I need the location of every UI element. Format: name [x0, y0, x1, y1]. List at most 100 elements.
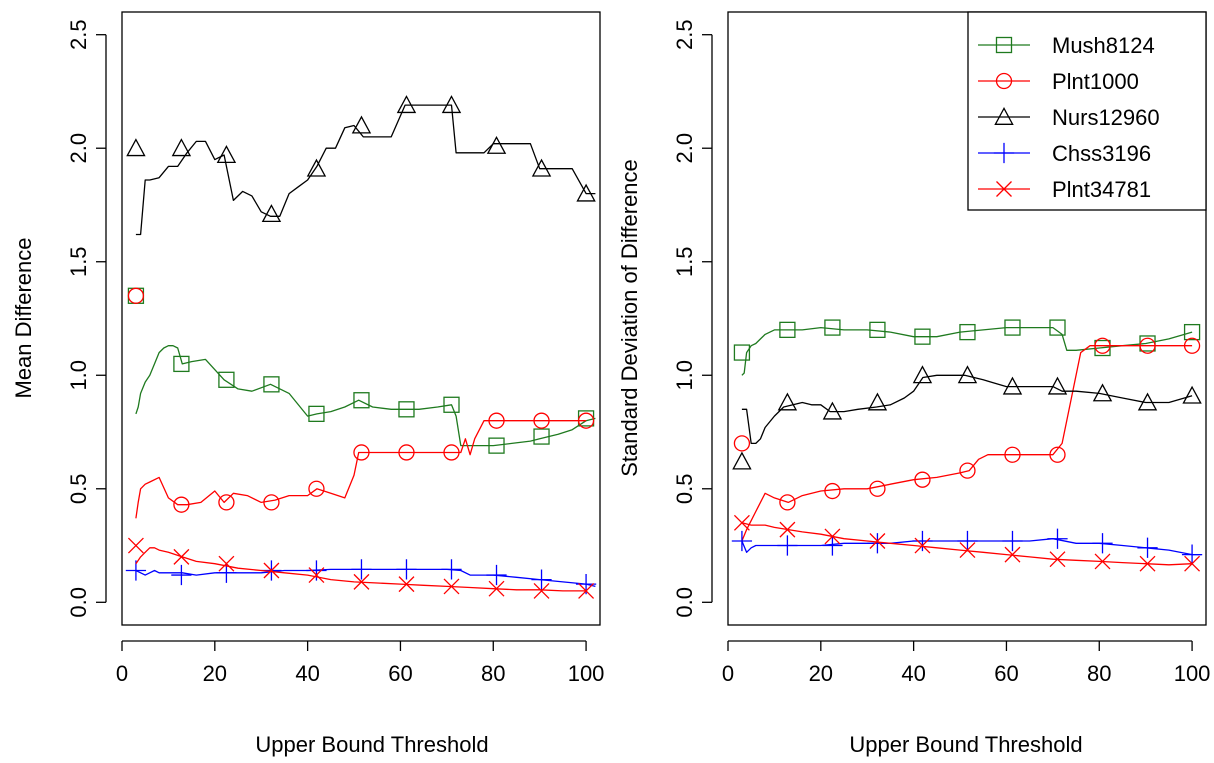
data-point-plnt34781	[308, 567, 325, 584]
data-point-nurs12960	[576, 183, 596, 202]
data-point-plnt1000	[488, 412, 505, 429]
data-point-plnt34781	[173, 548, 190, 565]
y-tick-label: 0.5	[672, 473, 697, 504]
series-plnt34781	[733, 514, 1201, 572]
data-point-plnt1000	[263, 494, 280, 511]
data-point-plnt1000	[533, 412, 550, 429]
legend-label: Nurs12960	[1052, 105, 1160, 130]
data-point-mush8124	[869, 321, 886, 339]
data-point-mush8124	[218, 371, 235, 388]
data-point-chss3196	[777, 535, 798, 556]
data-point-nurs12960	[957, 365, 978, 384]
data-point-mush8124	[824, 319, 841, 336]
series-line-plnt34781	[741, 522, 1193, 566]
data-point-nurs12960	[396, 95, 417, 114]
series-plnt1000	[733, 337, 1201, 542]
data-point-plnt34781	[824, 528, 841, 545]
x-axis-title: Upper Bound Threshold	[849, 732, 1082, 757]
y-axis-title: Standard Deviation of Difference	[617, 159, 642, 477]
data-point-mush8124	[488, 437, 505, 454]
x-tick-label: 0	[116, 661, 128, 686]
data-point-plnt34781	[398, 576, 415, 593]
data-point-mush8124	[914, 328, 931, 345]
data-point-plnt1000	[733, 435, 751, 452]
data-point-chss3196	[912, 530, 933, 552]
data-point-plnt34781	[914, 537, 931, 554]
data-point-chss3196	[1137, 537, 1158, 558]
data-point-plnt1000	[308, 480, 325, 497]
x-axis: 0 20 40 60 80 100	[116, 640, 604, 686]
series-line-plnt1000	[741, 345, 1193, 542]
series-nurs12960	[732, 365, 1202, 470]
data-point-plnt34781	[263, 562, 280, 579]
data-point-nurs12960	[1047, 376, 1068, 395]
data-point-nurs12960	[486, 135, 507, 154]
data-point-mush8124	[1049, 319, 1066, 336]
series-chss3196	[125, 559, 597, 595]
series-plnt1000	[127, 287, 595, 519]
legend-marker	[995, 72, 1013, 90]
y-tick-label: 0.0	[672, 587, 697, 618]
data-point-chss3196	[1181, 544, 1203, 565]
data-point-mush8124	[533, 428, 550, 445]
data-point-mush8124	[1004, 319, 1021, 336]
x-tick-label: 100	[1174, 661, 1211, 686]
data-point-chss3196	[486, 564, 507, 586]
data-point-plnt1000	[1183, 337, 1201, 354]
data-point-nurs12960	[1137, 392, 1158, 411]
data-point-plnt34781	[959, 542, 976, 559]
legend-label: Plnt34781	[1052, 177, 1151, 202]
data-point-nurs12960	[441, 95, 462, 114]
y-tick-label: 1.0	[66, 360, 91, 391]
data-point-mush8124	[1183, 323, 1201, 341]
x-tick-label: 0	[722, 661, 734, 686]
y-tick-label: 2.0	[66, 133, 91, 164]
series-line-plnt1000	[135, 420, 587, 519]
data-point-chss3196	[171, 564, 192, 586]
data-point-nurs12960	[306, 158, 327, 177]
x-tick-label: 60	[388, 661, 412, 686]
data-point-mush8124	[733, 344, 751, 361]
data-point-chss3196	[531, 569, 552, 590]
data-point-nurs12960	[732, 451, 752, 470]
data-point-plnt34781	[1049, 551, 1066, 568]
legend-item-chss3196: Chss3196	[978, 141, 1151, 166]
y-tick-label: 1.0	[672, 360, 697, 391]
data-point-mush8124	[959, 323, 976, 341]
data-point-plnt1000	[1049, 446, 1066, 463]
data-point-plnt1000	[1094, 337, 1111, 354]
data-point-plnt34781	[533, 582, 550, 599]
legend-label: Mush8124	[1052, 33, 1155, 58]
legend-marker	[995, 36, 1013, 54]
data-point-nurs12960	[867, 392, 888, 411]
data-point-nurs12960	[171, 138, 192, 157]
x-axis: 0 20 40 60 80 100	[722, 640, 1211, 686]
x-tick-label: 80	[1087, 661, 1111, 686]
data-point-plnt1000	[1004, 446, 1021, 463]
data-point-plnt34781	[1139, 555, 1156, 572]
data-point-plnt34781	[218, 555, 235, 572]
data-point-chss3196	[125, 560, 147, 581]
data-point-plnt1000	[398, 444, 415, 461]
data-point-nurs12960	[912, 365, 933, 384]
data-point-mush8124	[779, 321, 796, 339]
data-point-plnt34781	[578, 582, 595, 599]
y-axis: 0.0 0.5 1.0 1.5 2.0 2.5	[672, 19, 713, 618]
data-point-plnt34781	[779, 521, 796, 538]
data-point-nurs12960	[531, 158, 552, 177]
data-point-plnt34781	[353, 573, 370, 590]
data-point-chss3196	[1092, 533, 1113, 554]
legend-item-mush8124: Mush8124	[978, 33, 1155, 58]
data-point-mush8124	[263, 376, 280, 393]
legend-label: Plnt1000	[1052, 69, 1139, 94]
data-point-plnt34781	[488, 580, 505, 597]
data-point-chss3196	[396, 559, 417, 580]
data-point-plnt1000	[869, 480, 886, 497]
data-point-plnt34781	[1184, 555, 1201, 572]
data-point-plnt1000	[127, 287, 145, 304]
y-axis: 0.0 0.5 1.0 1.5 2.0 2.5	[66, 19, 107, 618]
y-axis-title: Mean Difference	[11, 237, 36, 398]
series-nurs12960	[126, 95, 596, 236]
legend-marker	[993, 142, 1015, 164]
data-point-mush8124	[173, 355, 190, 373]
